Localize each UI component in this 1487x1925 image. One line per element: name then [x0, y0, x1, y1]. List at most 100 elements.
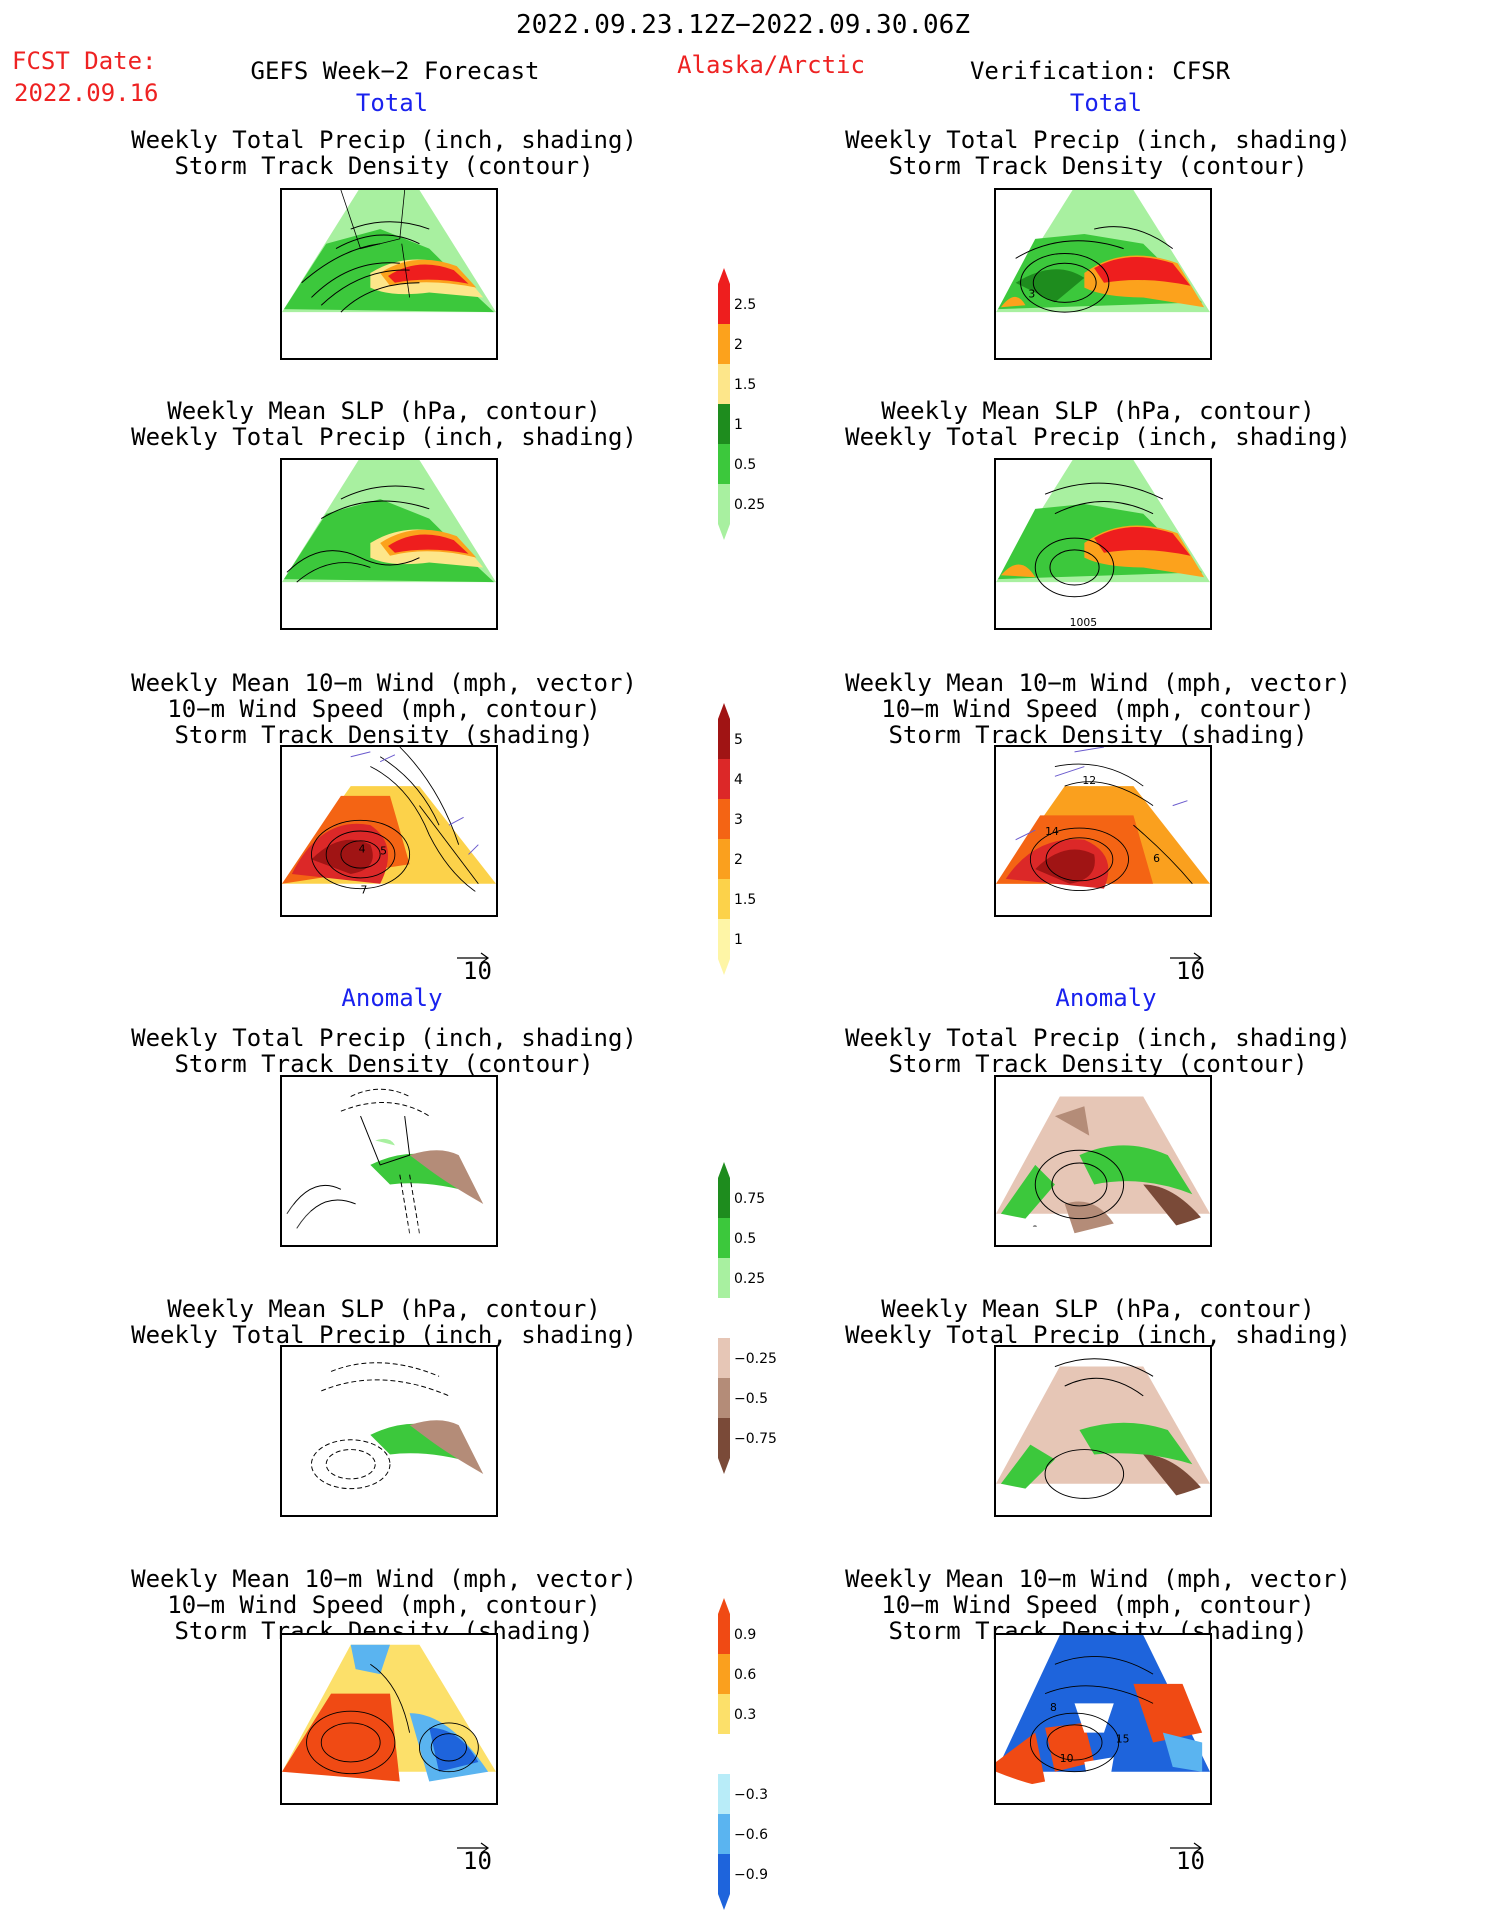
title-fc-anom-precip-storm-1: Weekly Total Precip (inch, shading)	[131, 1024, 637, 1052]
colorbar-segment	[718, 324, 730, 364]
colorbar-precip-total: 2.5 2 1.5 1 0.5 0.25	[718, 268, 808, 540]
map-label-14: 14	[1045, 825, 1059, 838]
title-fc-wind-storm-1: Weekly Mean 10−m Wind (mph, vector)	[131, 669, 637, 697]
colorbar-label: 0.25	[734, 497, 765, 513]
map-label-8: 8	[1050, 1701, 1057, 1714]
map-label-6: 6	[1153, 852, 1160, 865]
colorbar-segment	[718, 1614, 730, 1654]
reference-vector-fc-total: 10	[455, 950, 495, 990]
colorbar-segment	[718, 919, 730, 959]
colorbar-precip-anomaly: 0.75 0.5 0.25 −0.25 −0.5 −0.75	[718, 1162, 808, 1474]
title-fc-anom-wind-storm-2: 10−m Wind Speed (mph, contour)	[167, 1591, 601, 1619]
title-an-anom-precip-storm-1: Weekly Total Precip (inch, shading)	[845, 1024, 1351, 1052]
colorbar-storm-anomaly: 0.9 0.6 0.3 −0.3 −0.6 −0.9	[718, 1598, 808, 1910]
colorbar-segment	[718, 1814, 730, 1854]
colorbar-bottom-tip	[718, 1894, 730, 1910]
title-an-wind-storm-3: Storm Track Density (shading)	[888, 721, 1308, 749]
colorbar-label: −0.6	[734, 1827, 768, 1843]
colorbar-label: 0.25	[734, 1271, 765, 1287]
colorbar-top-tip	[718, 1598, 730, 1614]
title-an-anom-wind-storm-1: Weekly Mean 10−m Wind (mph, vector)	[845, 1565, 1351, 1593]
map-label-10: 10	[1060, 1752, 1074, 1765]
title-an-wind-storm-1: Weekly Mean 10−m Wind (mph, vector)	[845, 669, 1351, 697]
colorbar-label: −0.3	[734, 1787, 768, 1803]
section-total-right: Total	[1069, 89, 1143, 117]
region-title: Alaska/Arctic	[677, 51, 865, 79]
reference-vector-label: 10	[1176, 1847, 1205, 1875]
title-fc-wind-storm-2: 10−m Wind Speed (mph, contour)	[167, 695, 601, 723]
colorbar-segment	[718, 1178, 730, 1218]
map-forecast-anomaly-slp-precip	[280, 1345, 498, 1517]
colorbar-label: −0.5	[734, 1391, 768, 1407]
section-total-left: Total	[355, 89, 429, 117]
reference-vector-an-total: 10	[1168, 950, 1208, 990]
arrow-right-icon	[457, 1842, 490, 1854]
section-anomaly-right: Anomaly	[1055, 984, 1157, 1012]
colorbar-label: 0.3	[734, 1707, 756, 1723]
map-label-5: 5	[380, 844, 387, 857]
valid-period: 2022.09.23.12Z−2022.09.30.06Z	[516, 10, 970, 40]
map-analysis-total-precip-storm: 3	[994, 188, 1212, 360]
colorbar-top-tip	[718, 1162, 730, 1178]
title-an-slp-precip-1: Weekly Mean SLP (hPa, contour)	[881, 397, 1315, 425]
title-an-anom-slp-precip-2: Weekly Total Precip (inch, shading)	[845, 1321, 1351, 1349]
section-anomaly-left: Anomaly	[341, 984, 443, 1012]
map-label-slp-1005: 1005	[1070, 616, 1097, 628]
colorbar-top-tip	[718, 268, 730, 284]
colorbar-segment	[718, 284, 730, 324]
verification-title: Verification: CFSR	[969, 57, 1231, 85]
title-fc-wind-storm-3: Storm Track Density (shading)	[174, 721, 594, 749]
colorbar-label: 0.9	[734, 1627, 756, 1643]
map-label-12: 12	[1082, 774, 1096, 787]
map-analysis-total-wind-storm: 12 14 6	[994, 745, 1212, 917]
colorbar-segment	[718, 1734, 730, 1774]
map-forecast-anomaly-precip-storm	[280, 1075, 498, 1247]
title-an-anom-precip-storm-2: Storm Track Density (contour)	[888, 1050, 1308, 1078]
colorbar-label: 3	[734, 812, 743, 828]
colorbar-label: 5	[734, 732, 743, 748]
colorbar-storm-total: 5 4 3 2 1.5 1	[718, 703, 808, 975]
title-fc-anom-slp-precip-1: Weekly Mean SLP (hPa, contour)	[167, 1295, 601, 1323]
colorbar-label: 0.6	[734, 1667, 756, 1683]
map-analysis-anomaly-wind-storm: 8 10 15	[994, 1633, 1212, 1805]
title-fc-anom-slp-precip-2: Weekly Total Precip (inch, shading)	[131, 1321, 637, 1349]
colorbar-segment	[718, 1218, 730, 1258]
title-fc-slp-precip-2: Weekly Total Precip (inch, shading)	[131, 423, 637, 451]
colorbar-segment	[718, 1338, 730, 1378]
map-label-7: 7	[361, 884, 368, 897]
title-an-slp-precip-2: Weekly Total Precip (inch, shading)	[845, 423, 1351, 451]
title-an-anom-slp-precip-1: Weekly Mean SLP (hPa, contour)	[881, 1295, 1315, 1323]
colorbar-segment	[718, 1774, 730, 1814]
colorbar-label: 1	[734, 932, 743, 948]
arrow-right-icon	[1170, 952, 1203, 964]
title-fc-precip-storm-1: Weekly Total Precip (inch, shading)	[131, 126, 637, 154]
reference-vector-label: 10	[463, 957, 492, 985]
colorbar-label: 0.5	[734, 1231, 756, 1247]
colorbar-top-tip	[718, 703, 730, 719]
title-fc-anom-precip-storm-2: Storm Track Density (contour)	[174, 1050, 594, 1078]
colorbar-label: 0.5	[734, 457, 756, 473]
colorbar-label: 2.5	[734, 297, 756, 313]
colorbar-bottom-tip	[718, 524, 730, 540]
colorbar-segment	[718, 719, 730, 759]
title-fc-precip-storm-2: Storm Track Density (contour)	[174, 152, 594, 180]
colorbar-label: 1.5	[734, 892, 756, 908]
colorbar-segment	[718, 364, 730, 404]
arrow-right-icon	[457, 952, 490, 964]
colorbar-segment	[718, 879, 730, 919]
colorbar-label: −0.75	[734, 1431, 777, 1447]
colorbar-segment	[718, 1298, 730, 1338]
colorbar-segment	[718, 1654, 730, 1694]
colorbar-segment	[718, 1378, 730, 1418]
arrow-right-icon	[1170, 1842, 1203, 1854]
forecast-title: GEFS Week−2 Forecast	[250, 57, 540, 85]
colorbar-segment	[718, 1418, 730, 1458]
fcst-date-label: FCST Date:	[12, 47, 157, 75]
colorbar-segment	[718, 484, 730, 524]
colorbar-label: 2	[734, 852, 743, 868]
colorbar-bottom-tip	[718, 959, 730, 975]
map-analysis-anomaly-slp-precip	[994, 1345, 1212, 1517]
colorbar-label: 2	[734, 337, 743, 353]
colorbar-segment	[718, 444, 730, 484]
colorbar-label: 1	[734, 417, 743, 433]
